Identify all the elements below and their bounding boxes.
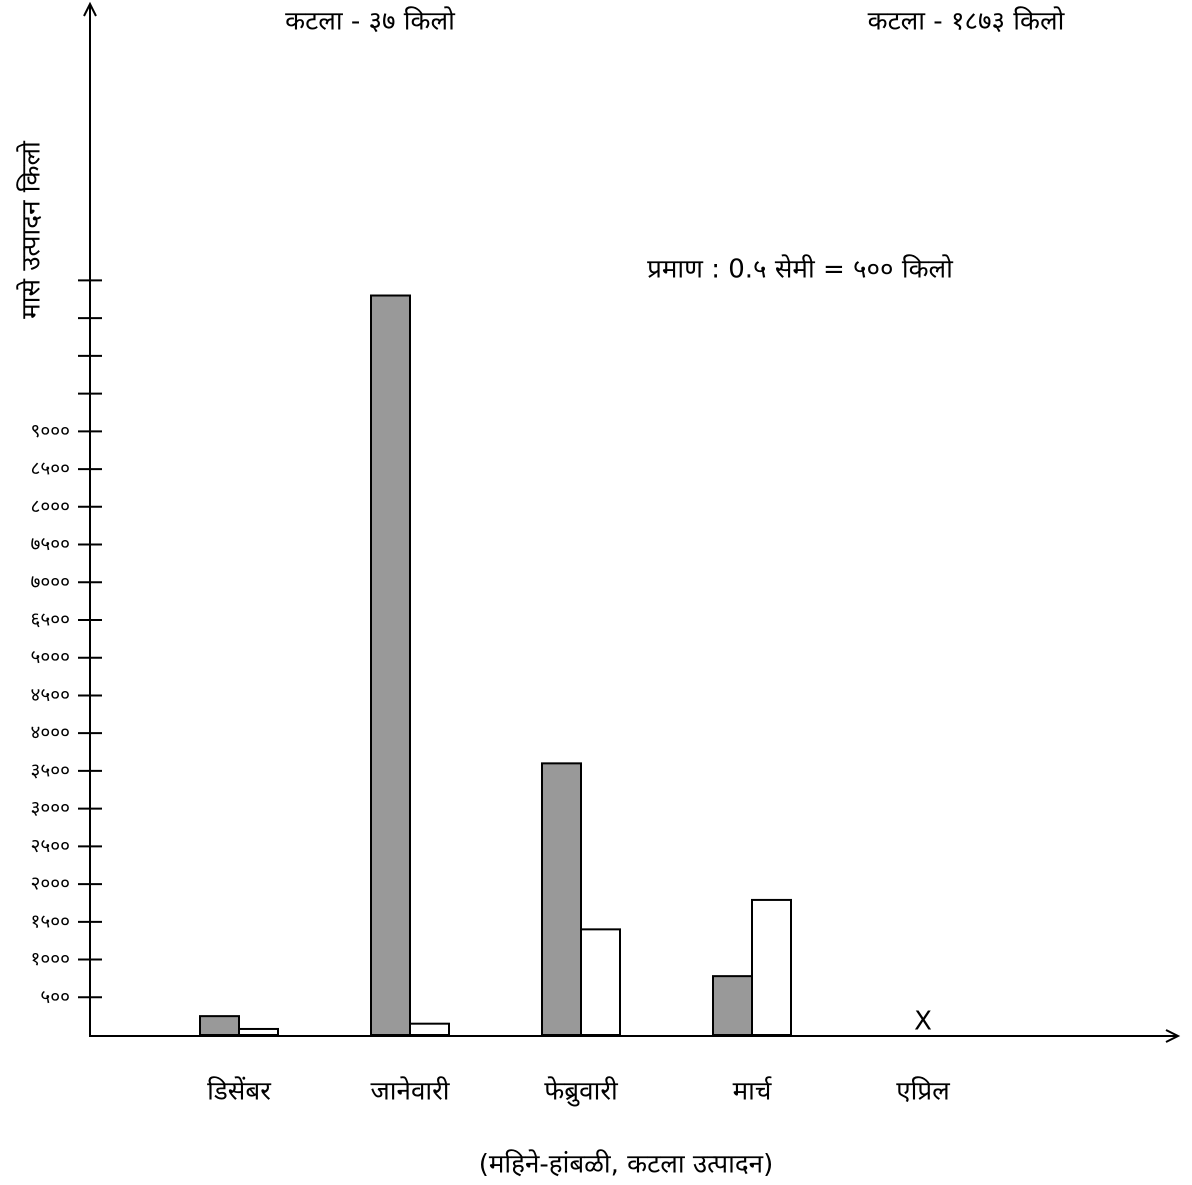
y-tick-label: ८०००	[30, 495, 70, 517]
annotation: कटला - १८७३ किलो	[868, 6, 1066, 37]
bar	[541, 762, 582, 1036]
bar	[409, 1022, 450, 1037]
y-tick-label: १०००	[30, 948, 70, 970]
y-tick-label: ४५००	[30, 684, 70, 706]
axes	[83, 1, 1181, 1043]
y-tick-label: ९०००	[30, 420, 70, 442]
y-tick-label: ३५००	[30, 759, 70, 781]
y-tick-label: ६५००	[30, 608, 70, 630]
bar	[580, 928, 621, 1036]
x-tick-label: जानेवारी	[370, 1076, 450, 1107]
y-tick-label: ५००	[40, 986, 70, 1008]
annotation: X	[914, 1007, 932, 1037]
bar	[199, 1015, 240, 1037]
y-tick-label: १५००	[30, 910, 70, 932]
y-tick-label: ७५००	[30, 533, 70, 555]
bar	[238, 1027, 279, 1037]
annotation: प्रमाण : 0.५ सेमी = ५०० किलो	[647, 254, 954, 285]
x-tick-label: एप्रिल	[896, 1076, 950, 1107]
y-tick-label: २०००	[30, 873, 70, 895]
bar	[712, 975, 753, 1037]
y-tick-label: ३०००	[30, 797, 70, 819]
x-axis-label: (महिने-हांबळी, कटला उत्पादन)	[479, 1149, 774, 1180]
annotation: कटला - ३७ किलो	[285, 6, 456, 37]
y-tick-label: ७०००	[30, 571, 70, 593]
x-tick-label: डिसेंबर	[207, 1076, 272, 1107]
bar	[370, 294, 411, 1036]
y-tick-label: ८५००	[30, 458, 70, 480]
y-tick-label: २५००	[30, 835, 70, 857]
y-axis-label: मासे उत्पादन किलो	[16, 140, 47, 319]
x-tick-label: मार्च	[733, 1076, 773, 1107]
bar	[751, 898, 792, 1037]
y-tick-label: ५०००	[30, 646, 70, 668]
y-tick-label: ४०००	[30, 722, 70, 744]
x-tick-label: फेब्रुवारी	[544, 1076, 619, 1107]
